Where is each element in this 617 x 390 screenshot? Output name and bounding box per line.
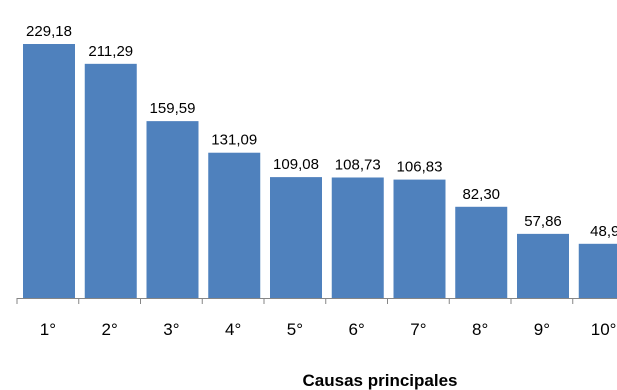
bar-8	[455, 206, 508, 298]
tick-labels-layer: 1° 2° 3° 4° 5° 6° 7° 8° 9° 10°	[40, 320, 617, 339]
x-tick-label-3: 3°	[163, 320, 179, 339]
x-axis	[16, 298, 617, 304]
data-label-4: 131,09	[211, 132, 257, 149]
bar-5	[270, 177, 322, 298]
data-label-10: 48,9	[590, 223, 617, 240]
bar-10	[578, 243, 617, 298]
x-tick-label-6: 6°	[348, 320, 364, 339]
data-label-5: 109,08	[273, 156, 319, 173]
bars-layer	[23, 44, 617, 298]
x-tick-label-8: 8°	[472, 320, 488, 339]
x-tick-label-7: 7°	[410, 320, 426, 339]
data-label-2: 211,29	[88, 43, 133, 60]
bar-7	[393, 179, 446, 298]
x-tick-label-9: 9°	[534, 320, 550, 339]
data-label-1: 229,18	[26, 23, 72, 40]
x-tick-label-2: 2°	[101, 320, 117, 339]
bar-6	[331, 177, 384, 298]
bar-3	[146, 121, 199, 298]
data-label-7: 106,83	[397, 159, 443, 176]
data-label-9: 57,86	[524, 213, 562, 230]
bar-4	[208, 152, 261, 298]
data-labels-layer: 229,18 211,29 159,59 131,09 109,08 108,73 106,…	[26, 23, 617, 240]
x-tick-label-1: 1°	[40, 320, 56, 339]
data-label-6: 108,73	[335, 156, 381, 173]
x-tick-label-5: 5°	[287, 320, 303, 339]
bar-2	[84, 63, 137, 298]
bar-1	[23, 44, 75, 298]
x-axis-title: Causas principales	[303, 371, 458, 390]
data-label-3: 159,59	[150, 100, 196, 117]
x-tick-label-4: 4°	[225, 320, 241, 339]
bar-9	[517, 233, 569, 298]
x-tick-label-10: 10°	[591, 320, 617, 339]
data-label-8: 82,30	[462, 186, 500, 203]
